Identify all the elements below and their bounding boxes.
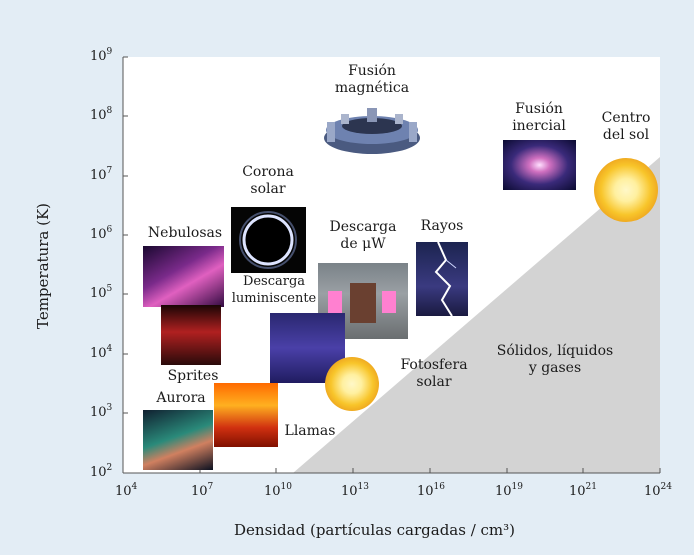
- label-fusion-inercial: Fusión inercial: [512, 101, 566, 134]
- x-tick-label: 104: [115, 482, 138, 499]
- label-nebulosas: Nebulosas: [147, 225, 223, 241]
- x-tick-label: 1019: [495, 482, 523, 499]
- label-descarga-uw: Descarga de μW: [329, 219, 397, 252]
- label-centro-sol: Centro del sol: [601, 110, 651, 143]
- x-tick-label: 1010: [264, 482, 292, 499]
- nebula-image: [143, 246, 224, 307]
- x-tick-label: 1016: [417, 482, 445, 499]
- y-axis-title: Temperatura (K): [34, 203, 52, 330]
- label-descarga-luminiscente: Descarga luminiscente: [231, 274, 317, 306]
- y-tick-label: 108: [90, 106, 113, 123]
- label-rayos: Rayos: [420, 218, 464, 234]
- lightning-image: [416, 241, 468, 317]
- inertial-fusion-image: [503, 140, 576, 190]
- flames-image: [214, 383, 278, 447]
- y-tick-marks: [123, 56, 128, 474]
- solid-region: [293, 157, 660, 473]
- photosphere-sun-image: [325, 357, 379, 411]
- aurora-image: [143, 410, 213, 470]
- sun-center-image: [594, 158, 658, 222]
- y-tick-label: 109: [90, 47, 113, 64]
- label-fusion-magnetica: Fusión magnética: [334, 63, 410, 96]
- x-tick-label: 1013: [341, 482, 369, 499]
- magnetic-fusion-device-image: [321, 100, 423, 158]
- x-tick-label: 1021: [569, 482, 597, 499]
- label-solidos-liquidos-gases: Sólidos, líquidos y gases: [496, 343, 614, 376]
- y-tick-label: 107: [90, 166, 113, 183]
- y-tick-label: 105: [90, 284, 113, 301]
- x-tick-label: 1024: [644, 482, 672, 499]
- y-tick-label: 103: [90, 403, 113, 420]
- label-fotosfera-solar: Fotosfera solar: [400, 357, 468, 390]
- y-tick-label: 102: [90, 463, 113, 480]
- y-tick-label: 104: [90, 344, 113, 361]
- y-tick-label: 106: [90, 225, 113, 242]
- label-llamas: Llamas: [284, 423, 336, 439]
- solar-corona-image: [231, 207, 306, 273]
- x-tick-marks: [122, 468, 661, 473]
- x-tick-label: 107: [191, 482, 214, 499]
- sprites-image: [161, 305, 221, 365]
- x-axis-title: Densidad (partículas cargadas / cm³): [234, 521, 516, 539]
- label-aurora: Aurora: [156, 390, 206, 406]
- label-sprites: Sprites: [167, 368, 219, 384]
- label-corona-solar: Corona solar: [242, 164, 294, 197]
